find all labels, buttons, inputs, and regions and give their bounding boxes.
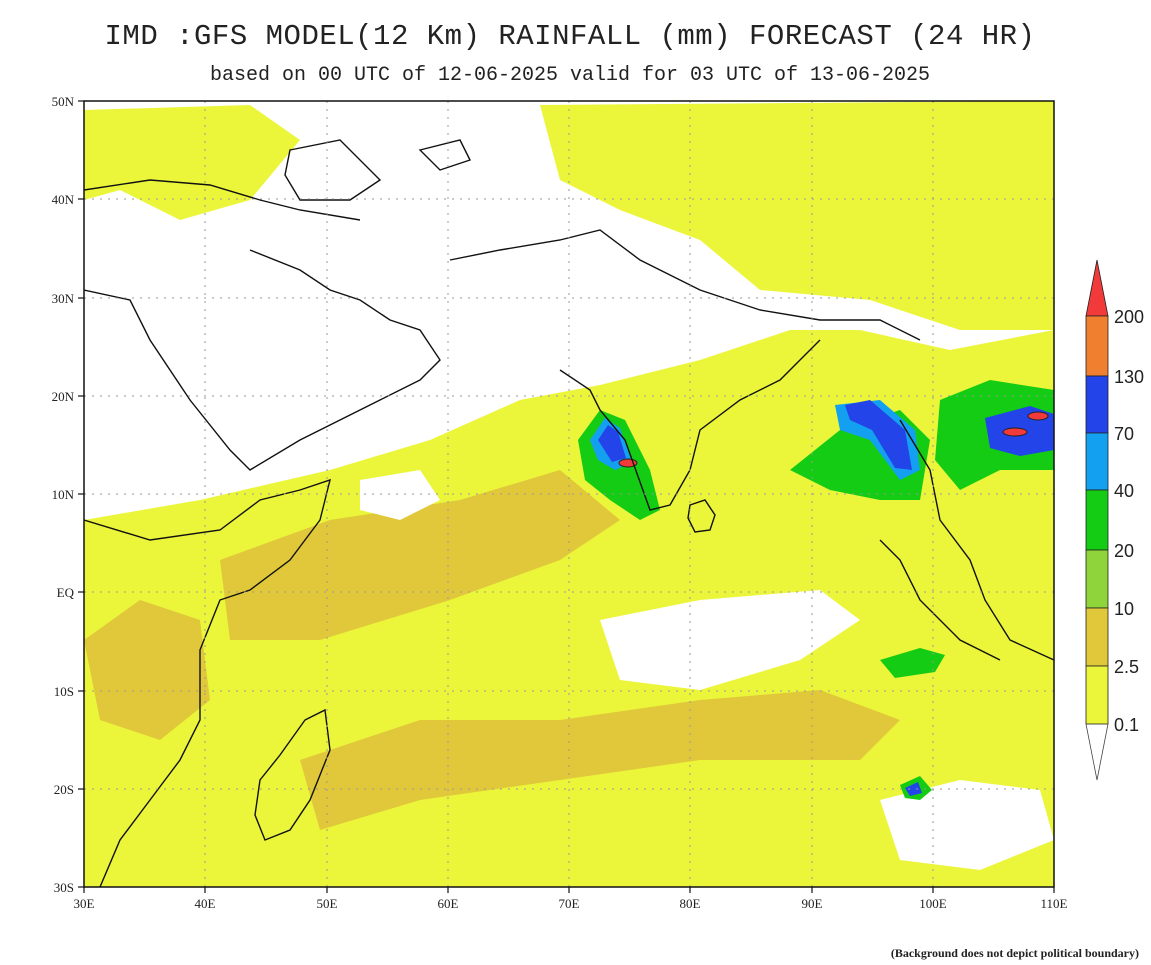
lon-label: 80E <box>680 896 701 911</box>
gridlines <box>84 101 1054 887</box>
lon-label: 30E <box>74 896 95 911</box>
lat-label: 10N <box>52 487 75 502</box>
lat-label: 20N <box>52 389 75 404</box>
legend-label: 200 <box>1114 307 1144 327</box>
rain-moderate-band-3 <box>84 600 210 740</box>
rain-peak-indochina-2 <box>1027 411 1049 421</box>
rain-cell-south-core <box>905 782 922 796</box>
lon-label: 110E <box>1041 896 1068 911</box>
legend-swatch-130-200 <box>1085 315 1109 377</box>
coastlines <box>84 139 1054 887</box>
color-legend: 200 130 70 40 20 10 2.5 0.1 <box>1085 259 1144 781</box>
legend-swatch-70-130 <box>1085 375 1109 434</box>
legend-label: 10 <box>1114 599 1134 619</box>
lat-label: EQ <box>57 585 75 600</box>
legend-swatch-10-20 <box>1085 549 1109 609</box>
legend-lower-arrow <box>1085 723 1109 781</box>
rain-cell-andaman <box>880 648 945 678</box>
rain-extreme-westcoast <box>598 425 626 462</box>
map-subtitle: based on 00 UTC of 12-06-2025 valid for … <box>209 64 931 87</box>
lon-label: 60E <box>438 896 459 911</box>
rain-moderate-band-1 <box>220 470 620 640</box>
lat-label: 30S <box>54 880 74 895</box>
rain-moderate-band-2 <box>300 690 900 830</box>
lon-label: 100E <box>919 896 947 911</box>
boundary-disclaimer: (Background does not depict political bo… <box>890 946 1139 960</box>
dry-zone-west <box>360 470 440 520</box>
rain-light-north <box>84 105 300 220</box>
lon-label: 50E <box>317 896 338 911</box>
rain-peak-indochina-1 <box>1002 427 1028 437</box>
tick-marks <box>78 100 1055 893</box>
lat-label: 50N <box>52 94 75 109</box>
legend-swatch-0.1-2.5 <box>1085 665 1109 725</box>
lon-label: 70E <box>559 896 580 911</box>
longitude-labels: 30E 40E 50E 60E 70E 80E 90E 100E 110E <box>74 896 1068 911</box>
lat-label: 10S <box>54 684 74 699</box>
lon-label: 40E <box>195 896 216 911</box>
lat-label: 40N <box>52 192 75 207</box>
legend-swatch-40-70 <box>1085 432 1109 491</box>
lat-label: 20S <box>54 782 74 797</box>
legend-label: 130 <box>1114 367 1144 387</box>
rain-extreme-myanmar <box>845 400 912 470</box>
legend-swatch-20-40 <box>1085 489 1109 551</box>
lon-label: 90E <box>802 896 823 911</box>
legend-swatch-2.5-10 <box>1085 607 1109 667</box>
legend-label: 40 <box>1114 481 1134 501</box>
map-title: IMD :GFS MODEL(12 Km) RAINFALL (mm) FORE… <box>104 20 1036 53</box>
legend-label: 20 <box>1114 541 1134 561</box>
legend-label: 2.5 <box>1114 657 1139 677</box>
latitude-labels: 50N 40N 30N 20N 10N EQ 10S 20S 30S <box>52 94 75 895</box>
dry-zone-south <box>600 590 860 690</box>
rain-light-asia <box>540 101 1054 330</box>
legend-swatch-gt200 <box>1085 259 1109 317</box>
lat-label: 30N <box>52 291 75 306</box>
legend-label: 0.1 <box>1114 715 1139 735</box>
dry-zone-southeast <box>880 780 1054 870</box>
legend-label: 70 <box>1114 424 1134 444</box>
rainfall-field <box>84 101 1054 887</box>
